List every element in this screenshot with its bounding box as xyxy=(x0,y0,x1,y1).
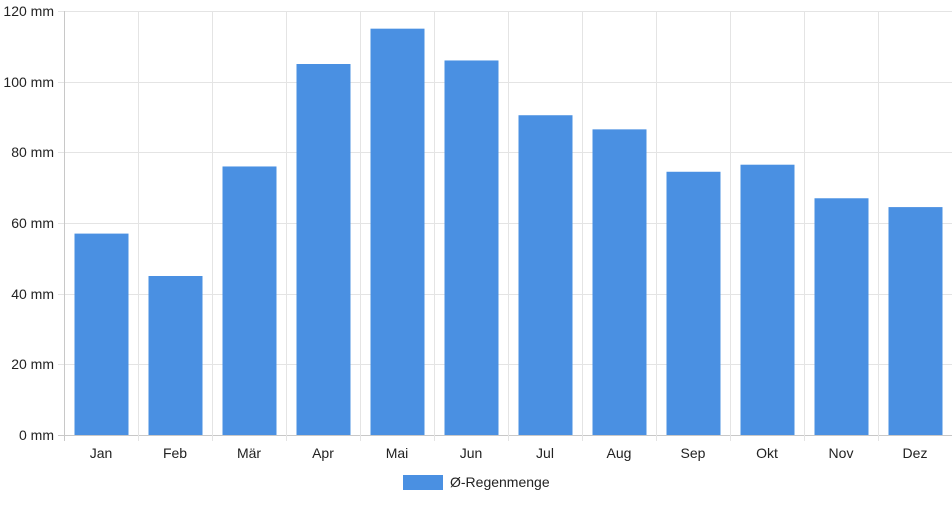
axis-layer: 0 mm 20 mm 40 mm 60 mm 80 mm 100 mm 120 mm Jan F… xyxy=(3,3,927,461)
y-tick-label: 120 mm xyxy=(3,3,54,19)
bar-aug[interactable] xyxy=(592,129,647,435)
bar-nov[interactable] xyxy=(814,198,869,435)
y-tick-label: 20 mm xyxy=(11,356,54,372)
y-tick-label: 40 mm xyxy=(11,286,54,302)
x-tick-label: Jun xyxy=(460,445,483,461)
x-tick-label: Apr xyxy=(312,445,334,461)
x-tick-label: Okt xyxy=(756,445,778,461)
x-tick-label: Aug xyxy=(607,445,632,461)
bar-dez[interactable] xyxy=(888,207,943,435)
x-tick-label: Sep xyxy=(681,445,706,461)
x-tick-label: Dez xyxy=(903,445,928,461)
bar-jan[interactable] xyxy=(74,233,129,435)
x-tick-label: Jul xyxy=(536,445,554,461)
bar-sep[interactable] xyxy=(666,171,721,435)
x-tick-label: Feb xyxy=(163,445,187,461)
legend-swatch xyxy=(403,475,443,490)
x-tick-label: Mär xyxy=(237,445,261,461)
bar-jul[interactable] xyxy=(518,115,573,435)
y-tick-label: 100 mm xyxy=(3,74,54,90)
y-tick-label: 80 mm xyxy=(11,144,54,160)
bars-layer xyxy=(74,28,943,436)
x-tick-label: Mai xyxy=(386,445,409,461)
y-tick-label: 60 mm xyxy=(11,215,54,231)
bar-feb[interactable] xyxy=(148,276,203,435)
x-tick-label: Jan xyxy=(90,445,113,461)
legend[interactable]: Ø-Regenmenge xyxy=(403,474,550,490)
bar-mai[interactable] xyxy=(370,28,425,436)
bar-jun[interactable] xyxy=(444,60,499,435)
y-tick-label: 0 mm xyxy=(19,427,54,443)
bar-mär[interactable] xyxy=(222,166,277,435)
x-tick-label: Nov xyxy=(829,445,854,461)
bar-okt[interactable] xyxy=(740,164,795,435)
bar-apr[interactable] xyxy=(296,64,351,435)
grid-layer xyxy=(58,11,952,441)
legend-label: Ø-Regenmenge xyxy=(450,474,550,490)
